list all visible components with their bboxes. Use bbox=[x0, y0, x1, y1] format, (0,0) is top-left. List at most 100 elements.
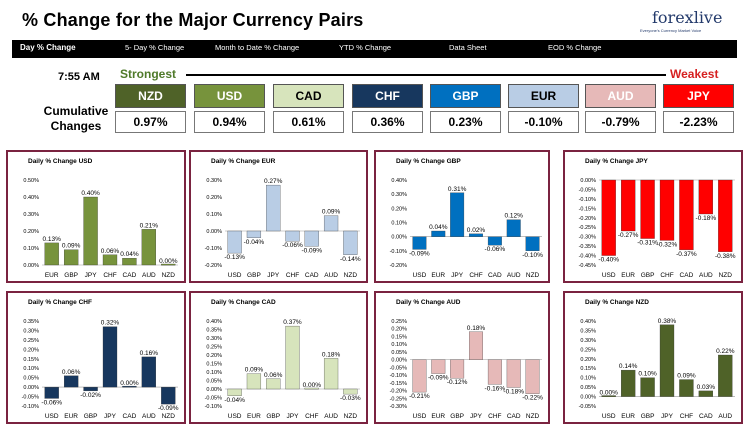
category-label: AUD bbox=[699, 272, 713, 279]
tile-currency-code: JPY bbox=[663, 84, 734, 108]
bar-nzd bbox=[525, 359, 540, 394]
nav-5-day-change[interactable]: 5- Day % Change bbox=[125, 43, 185, 52]
y-tick-label: 0.50% bbox=[23, 178, 39, 184]
bar-usd bbox=[227, 388, 242, 396]
y-tick-label: 0.10% bbox=[206, 370, 222, 376]
y-tick-label: 0.00% bbox=[206, 229, 222, 235]
bar-usd bbox=[44, 386, 59, 399]
data-label: 0.21% bbox=[140, 222, 159, 229]
y-tick-label: 0.25% bbox=[206, 345, 222, 351]
y-tick-label: 0.30% bbox=[206, 336, 222, 342]
logo-tagline: Everyone's Currency Market Voice bbox=[640, 28, 702, 33]
nav-data-sheet[interactable]: Data Sheet bbox=[449, 43, 487, 52]
y-tick-label: 0.15% bbox=[391, 334, 407, 340]
y-tick-label: 0.05% bbox=[23, 376, 39, 382]
bar-eur bbox=[63, 375, 79, 388]
y-tick-label: -0.35% bbox=[579, 244, 597, 250]
tile-usd: USD 0.94% bbox=[194, 84, 265, 134]
bar-gbp bbox=[246, 230, 262, 238]
data-label: -0.06% bbox=[485, 246, 506, 253]
chart-title: Daily % Change CHF bbox=[28, 299, 92, 306]
bar-chart: -0.20% -0.10% 0.00% 0.10% 0.20% 0.30% -0.13% US… bbox=[205, 178, 361, 279]
timestamp: 7:55 AM bbox=[58, 71, 100, 83]
y-tick-label: 0.40% bbox=[391, 178, 407, 184]
y-tick-label: 0.10% bbox=[23, 246, 39, 252]
category-label: CAD bbox=[680, 272, 694, 279]
data-label: 0.00% bbox=[120, 380, 139, 387]
data-label: -0.14% bbox=[340, 256, 361, 263]
data-label: 0.09% bbox=[245, 367, 264, 374]
data-label: -0.09% bbox=[158, 405, 179, 412]
tile-cumulative-value: 0.94% bbox=[194, 111, 265, 133]
chart-panel-2: Daily % Change GBP -0.20% -0.10% 0.00% 0.10%… bbox=[374, 150, 550, 283]
category-label: CHF bbox=[469, 272, 482, 279]
data-label: -0.03% bbox=[340, 395, 361, 402]
y-tick-label: 0.05% bbox=[580, 385, 596, 391]
y-tick-label: -0.25% bbox=[579, 225, 597, 231]
bar-aud bbox=[718, 354, 733, 397]
y-tick-label: 0.40% bbox=[580, 319, 596, 325]
tile-cumulative-value: 0.97% bbox=[115, 111, 186, 133]
bar-cad bbox=[679, 179, 694, 251]
bar-gbp bbox=[266, 378, 281, 390]
data-label: -0.12% bbox=[447, 379, 468, 386]
chart-title: Daily % Change USD bbox=[28, 158, 93, 165]
nav-eod-change[interactable]: EOD % Change bbox=[548, 43, 602, 52]
bar-aud bbox=[141, 229, 157, 266]
category-label: JPY bbox=[104, 413, 117, 420]
tile-jpy: JPY -2.23% bbox=[663, 84, 734, 134]
category-label: JPY bbox=[470, 413, 483, 420]
data-label: 0.14% bbox=[619, 363, 638, 370]
bar-jpy bbox=[102, 326, 118, 388]
category-label: CHF bbox=[680, 413, 693, 420]
y-tick-label: 0.30% bbox=[23, 212, 39, 218]
y-tick-label: 0.20% bbox=[391, 327, 407, 333]
data-label: -0.18% bbox=[696, 215, 717, 222]
data-label: 0.40% bbox=[81, 190, 100, 197]
bar-gbp bbox=[640, 179, 655, 239]
data-label: 0.32% bbox=[101, 320, 120, 327]
nav-day-change[interactable]: Day % Change bbox=[20, 43, 76, 52]
chart-panel-5: Daily % Change CAD -0.10% -0.05% 0.00% 0.05%… bbox=[189, 291, 368, 424]
tile-currency-code: EUR bbox=[508, 84, 579, 108]
strongest-label: Strongest bbox=[120, 67, 177, 81]
data-label: -0.06% bbox=[41, 399, 62, 406]
bar-chf bbox=[285, 230, 300, 242]
bar-cad bbox=[487, 236, 502, 246]
category-label: CAD bbox=[699, 413, 713, 420]
tile-currency-code: AUD bbox=[585, 84, 656, 108]
bar-nzd bbox=[343, 388, 358, 395]
y-tick-label: 0.30% bbox=[206, 178, 222, 184]
data-label: 0.38% bbox=[658, 318, 677, 325]
y-tick-label: 0.25% bbox=[23, 338, 39, 344]
forexlive-logo[interactable]: forexlive bbox=[652, 8, 723, 27]
data-label: 0.31% bbox=[448, 186, 467, 193]
y-tick-label: -0.15% bbox=[579, 206, 597, 212]
category-label: CAD bbox=[488, 272, 502, 279]
data-label: -0.16% bbox=[485, 385, 506, 392]
y-tick-label: 0.15% bbox=[23, 357, 39, 363]
nav-month-to-date-change[interactable]: Month to Date % Change bbox=[215, 43, 300, 52]
y-tick-label: 0.30% bbox=[391, 192, 407, 198]
category-label: EUR bbox=[45, 272, 59, 279]
category-label: JPY bbox=[287, 413, 300, 420]
bar-nzd bbox=[161, 386, 176, 405]
data-label: 0.04% bbox=[120, 251, 139, 258]
y-tick-label: -0.10% bbox=[205, 404, 223, 410]
data-label: -0.38% bbox=[715, 253, 736, 260]
y-tick-label: -0.05% bbox=[579, 187, 597, 193]
y-tick-label: -0.20% bbox=[390, 263, 408, 269]
chart-panel-6: Daily % Change AUD -0.30% -0.25% -0.20% -0.1… bbox=[374, 291, 550, 424]
bar-chart: -0.05%0.00%0.05%0.10%0.15%0.20%0.25%0.30… bbox=[579, 318, 735, 420]
bar-nzd bbox=[718, 179, 733, 252]
data-label: -0.32% bbox=[657, 241, 678, 248]
bar-nzd bbox=[525, 236, 540, 251]
strength-divider bbox=[186, 74, 666, 76]
category-label: EUR bbox=[64, 413, 78, 420]
data-label: 0.27% bbox=[264, 178, 283, 185]
bar-usd bbox=[601, 395, 616, 397]
y-tick-label: -0.45% bbox=[579, 263, 597, 269]
bar-usd bbox=[412, 359, 427, 393]
data-label: -0.04% bbox=[244, 239, 265, 246]
nav-ytd-change[interactable]: YTD % Change bbox=[339, 43, 392, 52]
